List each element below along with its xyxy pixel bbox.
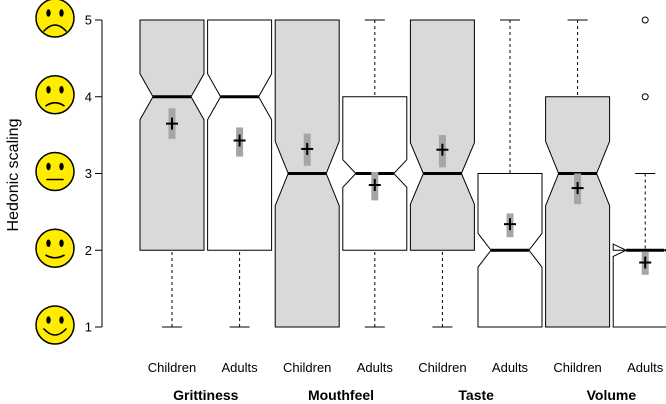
- group-label: Grittiness: [173, 387, 239, 403]
- box-mouthfeel-children: [274, 19, 340, 328]
- box-volume-children: [545, 19, 611, 328]
- outlier-point: [641, 16, 649, 24]
- box-grittiness-adults: [207, 19, 273, 328]
- face-eye: [46, 85, 51, 94]
- face-eye: [46, 162, 51, 171]
- face-outline: [35, 0, 75, 38]
- x-tick-label: Children: [283, 360, 331, 375]
- x-axis-labels: Children Adults Children Adults Children Adul…: [148, 360, 664, 403]
- x-tick-label: Children: [418, 360, 466, 375]
- notched-box: [545, 96, 611, 328]
- face-mouth: [43, 328, 67, 336]
- face-eye: [59, 85, 64, 94]
- face-eye: [46, 9, 51, 17]
- box-volume-adults: [612, 16, 666, 328]
- face-mouth: [45, 101, 65, 107]
- box-taste-children: [409, 19, 475, 328]
- plot-area: [139, 16, 666, 328]
- face-outline: [35, 151, 75, 192]
- group-label: Taste: [458, 387, 494, 403]
- x-tick-label: Adults: [357, 360, 394, 375]
- x-tick-label: Adults: [492, 360, 529, 375]
- unhappy-face-icon: [35, 75, 75, 115]
- face-outline: [35, 75, 75, 115]
- face-mouth: [45, 254, 65, 259]
- notched-box: [612, 243, 666, 328]
- face-eye: [59, 239, 64, 248]
- y-tick-label: 1: [85, 320, 92, 335]
- y-axis-label: Hedonic scaling: [5, 119, 22, 232]
- face-eye: [46, 239, 51, 248]
- y-tick-label: 2: [85, 243, 92, 258]
- x-tick-label: Adults: [222, 360, 259, 375]
- box-grittiness-children: [139, 19, 205, 328]
- face-mouth: [43, 24, 67, 32]
- x-tick-label: Adults: [627, 360, 664, 375]
- box-mouthfeel-adults: [342, 19, 408, 328]
- face-eye: [59, 316, 64, 324]
- y-tick-label: 4: [85, 89, 92, 104]
- face-outline: [35, 305, 75, 345]
- very-unhappy-face-icon: [35, 0, 75, 38]
- y-tick-label: 3: [85, 166, 92, 181]
- group-label: Volume: [587, 387, 637, 403]
- face-eye: [59, 162, 64, 171]
- face-outline: [35, 228, 75, 268]
- face-eye: [46, 316, 51, 324]
- x-tick-label: Children: [148, 360, 196, 375]
- happy-face-icon: [35, 228, 75, 268]
- face-eye: [59, 9, 64, 17]
- outlier-point: [641, 93, 649, 101]
- y-axis-icons: [35, 0, 75, 345]
- x-tick-label: Children: [553, 360, 601, 375]
- group-label: Mouthfeel: [308, 387, 374, 403]
- very-happy-face-icon: [35, 305, 75, 345]
- y-axis: 1 2 3 4 5: [85, 13, 103, 335]
- y-tick-label: 5: [85, 13, 92, 28]
- box-taste-adults: [477, 19, 543, 328]
- neutral-face-icon: [35, 151, 75, 192]
